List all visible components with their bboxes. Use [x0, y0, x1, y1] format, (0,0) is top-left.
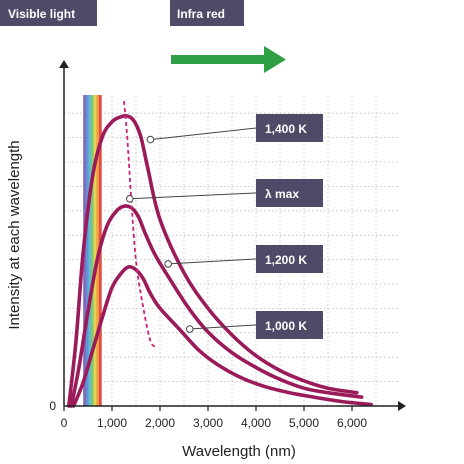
curve-1000k [71, 265, 373, 408]
callout-dot [164, 260, 172, 268]
spectrum-stripe [85, 95, 89, 406]
infrared-label: Infra red [177, 7, 225, 21]
callout-label: 1,200 K [265, 253, 307, 267]
visible-light-label: Visible light [8, 7, 75, 21]
infrared-arrow [171, 46, 286, 73]
callout-max: λ max [125, 179, 323, 207]
spectrum-stripe [91, 95, 94, 406]
x-tick-label: 6,000 [337, 416, 367, 430]
y-axis-label: Intensity at each wavelength [6, 140, 23, 329]
x-tick-label: 1,000 [97, 416, 127, 430]
curve-1400k [67, 113, 359, 408]
callout-dot [185, 325, 194, 333]
callout-box [256, 245, 323, 273]
callout-dot [125, 195, 134, 203]
callout-leader [189, 324, 257, 330]
callout-box [256, 311, 323, 339]
curve-1200k [69, 204, 364, 408]
callout-label: λ max [265, 187, 299, 201]
callouts: 1,400 K λ max 1,200 K 1,000 K [125, 114, 323, 339]
callout-box [256, 179, 323, 207]
callout-box [256, 114, 323, 142]
x-tick-label: 2,000 [145, 416, 175, 430]
x-axis-arrowhead [398, 401, 406, 411]
callout-label: 1,400 K [265, 122, 307, 136]
spectrum-stripe [93, 95, 97, 406]
x-axis-label: Wavelength (nm) [182, 443, 296, 460]
visible-light-tag: Visible light [0, 0, 97, 26]
callout-leader [150, 127, 257, 141]
x-tick-label: 5,000 [289, 416, 319, 430]
y-axis-arrowhead [59, 60, 69, 68]
x-tick-label: 3,000 [193, 416, 223, 430]
y-tick-label: 0 [49, 399, 56, 413]
spectrum-stripe [88, 95, 92, 406]
callout-dot [146, 135, 155, 144]
infrared-tag: Infra red [170, 0, 244, 26]
callout-label: 1,000 K [265, 319, 307, 333]
callout-1200k: 1,200 K [164, 245, 323, 273]
x-tick-label: 4,000 [241, 416, 271, 430]
callout-leader [129, 192, 257, 200]
axes: 0 1,000 2,000 3,000 4,000 5,000 6,000 0 [49, 60, 406, 430]
lambda-max-line [123, 101, 159, 348]
callout-leader [168, 258, 257, 265]
grid [64, 96, 398, 406]
x-tick-label: 0 [61, 416, 68, 430]
callout-1000k: 1,000 K [185, 311, 323, 339]
curves [67, 113, 373, 408]
callout-1400k: 1,400 K [146, 114, 323, 144]
lambda-max-layer [123, 101, 159, 348]
